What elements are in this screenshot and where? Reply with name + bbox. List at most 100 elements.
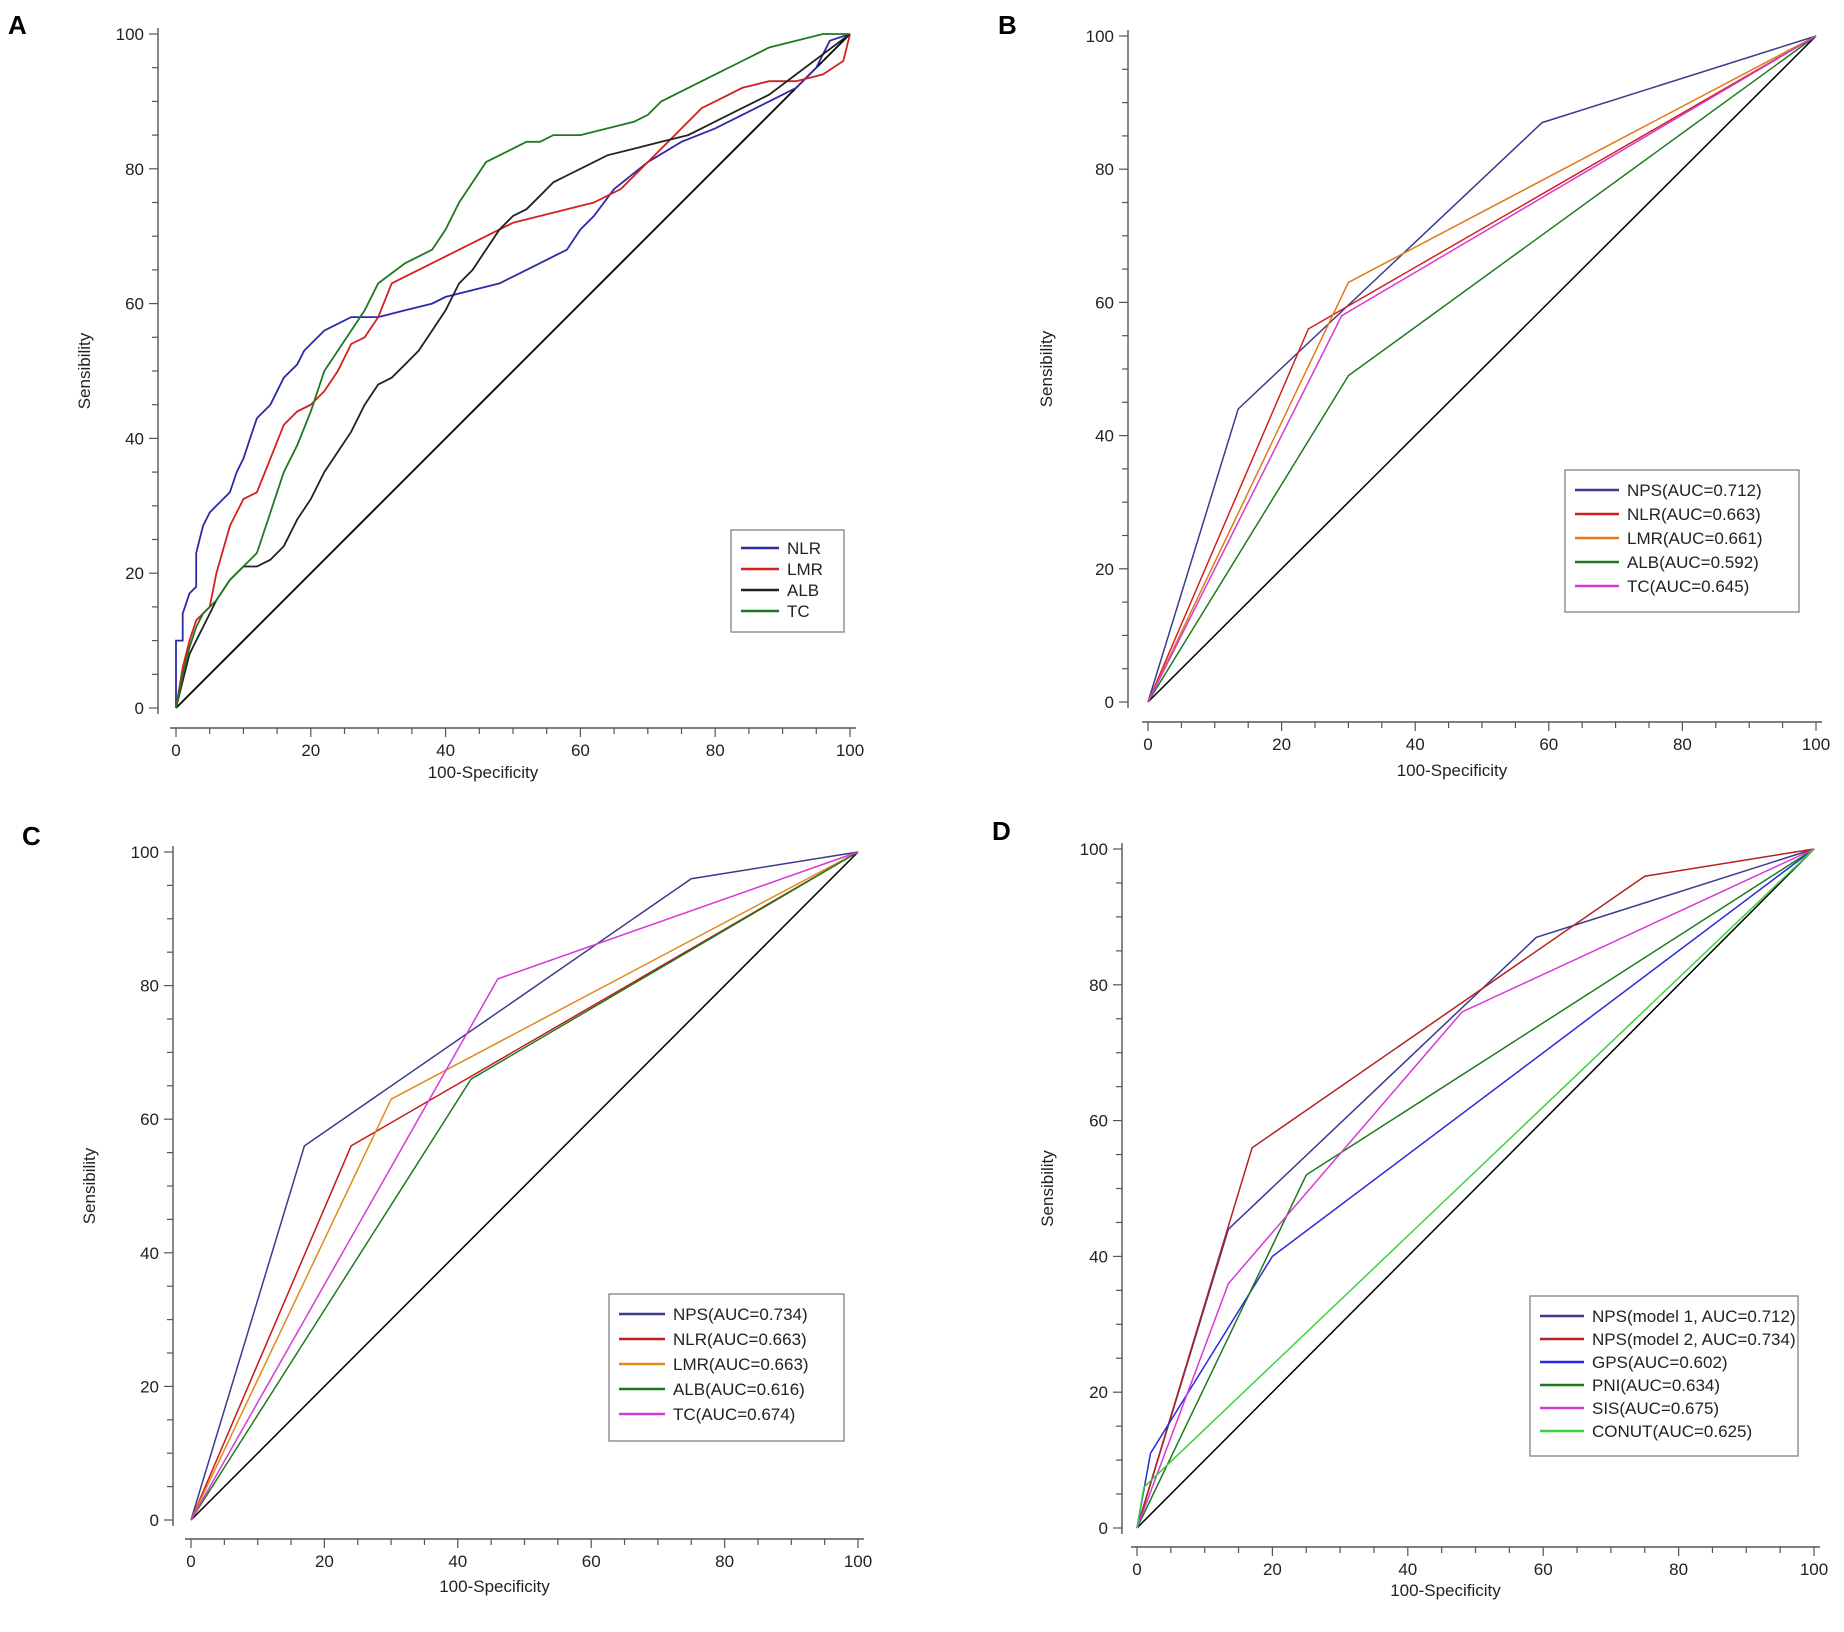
x-tick-label: 60 [1539, 735, 1558, 754]
x-tick-label: 80 [706, 741, 725, 760]
x-tick-label: 100 [844, 1552, 872, 1571]
chart-panel-c: C 0 20 40 60 80 100 0 20 40 60 80 100 100-Specificity… [22, 821, 872, 1596]
series-line-nps [190, 851, 859, 1521]
x-tick-label: 20 [301, 741, 320, 760]
y-axis-title: Sensibility [1038, 1150, 1057, 1227]
series-line-pni [1136, 848, 1815, 1529]
x-tick-label: 0 [1132, 1560, 1141, 1579]
x-axis-title: 100-Specificity [439, 1577, 550, 1596]
series-line-nps-model-2 [1136, 848, 1815, 1529]
panel-letter: D [992, 816, 1011, 846]
y-tick-label: 100 [116, 25, 144, 44]
chart-panel-b: B 0 20 40 60 80 100 0 20 40 60 80 100 100-Specificity… [998, 10, 1830, 780]
series-line-tc [175, 33, 850, 709]
legend-label: NLR(AUC=0.663) [1627, 505, 1761, 524]
series-line-tc [1147, 35, 1817, 703]
legend-label: NPS(AUC=0.734) [673, 1305, 808, 1324]
y-axis-title: Sensibility [80, 1147, 99, 1224]
legend-box [1564, 469, 1800, 613]
y-tick-label: 40 [125, 429, 144, 448]
chart-panel-d: D 0 20 40 60 80 100 0 20 40 60 80 100 100-Specificity… [992, 816, 1828, 1600]
y-tick-label: 60 [1089, 1112, 1108, 1131]
series-line-lmr [1147, 35, 1817, 703]
y-tick-label: 100 [1080, 840, 1108, 859]
y-tick-label: 0 [150, 1511, 159, 1530]
y-tick-label: 20 [125, 564, 144, 583]
x-tick-label: 60 [582, 1552, 601, 1571]
legend-label: ALB [787, 581, 819, 600]
panel-letter: B [998, 10, 1017, 40]
x-tick-label: 40 [1398, 1560, 1417, 1579]
legend-label: LMR(AUC=0.661) [1627, 529, 1763, 548]
x-tick-label: 40 [448, 1552, 467, 1571]
x-tick-label: 80 [715, 1552, 734, 1571]
x-axis-title: 100-Specificity [1397, 761, 1508, 780]
y-tick-label: 20 [140, 1377, 159, 1396]
reference-diagonal-line [190, 851, 859, 1521]
legend-label: PNI(AUC=0.634) [1592, 1376, 1720, 1395]
legend-label: LMR [787, 560, 823, 579]
legend-label: NPS(model 1, AUC=0.712) [1592, 1307, 1796, 1326]
legend-label: SIS(AUC=0.675) [1592, 1399, 1719, 1418]
y-tick-label: 80 [125, 160, 144, 179]
legend-box [608, 1293, 845, 1442]
y-tick-label: 20 [1089, 1383, 1108, 1402]
panel-letter: C [22, 821, 41, 851]
y-tick-label: 60 [1095, 293, 1114, 312]
x-tick-label: 100 [1802, 735, 1830, 754]
y-tick-label: 100 [1086, 27, 1114, 46]
series-line-lmr [190, 851, 859, 1521]
y-tick-label: 60 [140, 1110, 159, 1129]
y-tick-label: 0 [1099, 1519, 1108, 1538]
series-line-alb [1147, 35, 1817, 703]
legend: NPS(model 1, AUC=0.712) NPS(model 2, AUC=… [1529, 1295, 1799, 1457]
panel-letter: A [8, 10, 27, 40]
legend-label: NPS(model 2, AUC=0.734) [1592, 1330, 1796, 1349]
legend-box [1529, 1295, 1799, 1457]
legend-label: LMR(AUC=0.663) [673, 1355, 809, 1374]
y-tick-label: 20 [1095, 560, 1114, 579]
x-tick-label: 0 [186, 1552, 195, 1571]
x-tick-label: 100 [1800, 1560, 1828, 1579]
y-axis-title: Sensibility [75, 332, 94, 409]
legend-label: TC(AUC=0.674) [673, 1405, 795, 1424]
chart-panel-a: A 0 20 40 60 80 100 0 20 40 60 80 100 100-Specificity… [8, 10, 864, 782]
series-line-nlr [1147, 35, 1817, 703]
legend-label: TC(AUC=0.645) [1627, 577, 1749, 596]
legend: NPS(AUC=0.734) NLR(AUC=0.663) LMR(AUC=0.66… [608, 1293, 845, 1442]
y-tick-label: 0 [1105, 693, 1114, 712]
reference-diagonal-line [1147, 35, 1817, 703]
series-line-conut [1136, 848, 1815, 1529]
legend-label: CONUT(AUC=0.625) [1592, 1422, 1752, 1441]
series-line-nlr [175, 33, 851, 708]
y-tick-label: 100 [131, 843, 159, 862]
legend-label: NPS(AUC=0.712) [1627, 481, 1762, 500]
legend-label: ALB(AUC=0.592) [1627, 553, 1759, 572]
y-tick-label: 80 [140, 977, 159, 996]
x-tick-label: 0 [1143, 735, 1152, 754]
legend: NLR LMR ALB TC [730, 529, 845, 633]
y-axis-title: Sensibility [1037, 330, 1056, 407]
y-tick-label: 40 [140, 1244, 159, 1263]
series-line-lmr [175, 33, 851, 709]
x-tick-label: 20 [315, 1552, 334, 1571]
x-tick-label: 20 [1263, 1560, 1282, 1579]
legend-label: NLR(AUC=0.663) [673, 1330, 807, 1349]
series-line-alb [190, 851, 859, 1521]
y-tick-label: 40 [1089, 1247, 1108, 1266]
x-tick-label: 80 [1673, 735, 1692, 754]
legend: NPS(AUC=0.712) NLR(AUC=0.663) LMR(AUC=0.66… [1564, 469, 1800, 613]
series-line-nlr [190, 851, 859, 1521]
x-tick-label: 60 [1534, 1560, 1553, 1579]
y-tick-label: 60 [125, 295, 144, 314]
y-tick-label: 40 [1095, 427, 1114, 446]
legend-label: NLR [787, 539, 821, 558]
reference-diagonal-line [1136, 848, 1815, 1529]
x-tick-label: 80 [1669, 1560, 1688, 1579]
y-tick-label: 0 [135, 699, 144, 718]
y-tick-label: 80 [1095, 160, 1114, 179]
x-axis-title: 100-Specificity [1390, 1581, 1501, 1600]
x-tick-label: 20 [1272, 735, 1291, 754]
x-tick-label: 40 [436, 741, 455, 760]
